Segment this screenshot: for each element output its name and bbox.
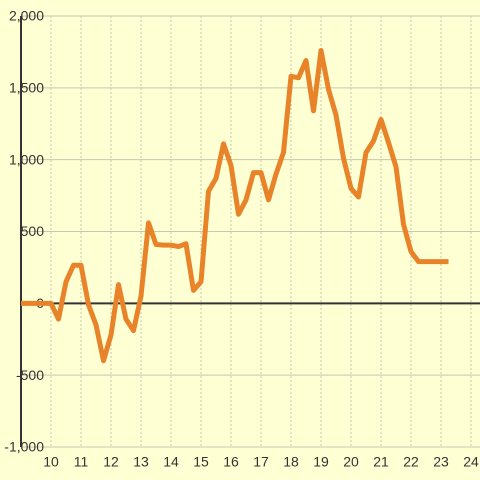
x-tick-label: 12 <box>103 454 119 470</box>
y-tick-label: 1,500 <box>9 80 44 96</box>
x-tick-label: 20 <box>343 454 359 470</box>
x-tick-label: 15 <box>193 454 209 470</box>
x-tick-label: 13 <box>133 454 149 470</box>
y-tick-label: 2,000 <box>9 8 44 24</box>
y-tick-label: -500 <box>16 367 44 383</box>
y-tick-label: 500 <box>21 223 45 239</box>
x-tick-label: 16 <box>223 454 239 470</box>
x-tick-label: 10 <box>43 454 59 470</box>
x-tick-label: 22 <box>403 454 419 470</box>
x-tick-label: 24 <box>463 454 479 470</box>
x-tick-label: 23 <box>433 454 449 470</box>
x-tick-label: 14 <box>163 454 179 470</box>
data-line <box>21 47 449 364</box>
x-tick-label: 18 <box>283 454 299 470</box>
x-tick-label: 19 <box>313 454 329 470</box>
x-tick-label: 21 <box>373 454 389 470</box>
x-tick-label: 17 <box>253 454 269 470</box>
y-tick-label: 1,000 <box>9 151 44 167</box>
y-tick-label: -1,000 <box>4 439 44 455</box>
x-tick-label: 11 <box>74 454 89 470</box>
